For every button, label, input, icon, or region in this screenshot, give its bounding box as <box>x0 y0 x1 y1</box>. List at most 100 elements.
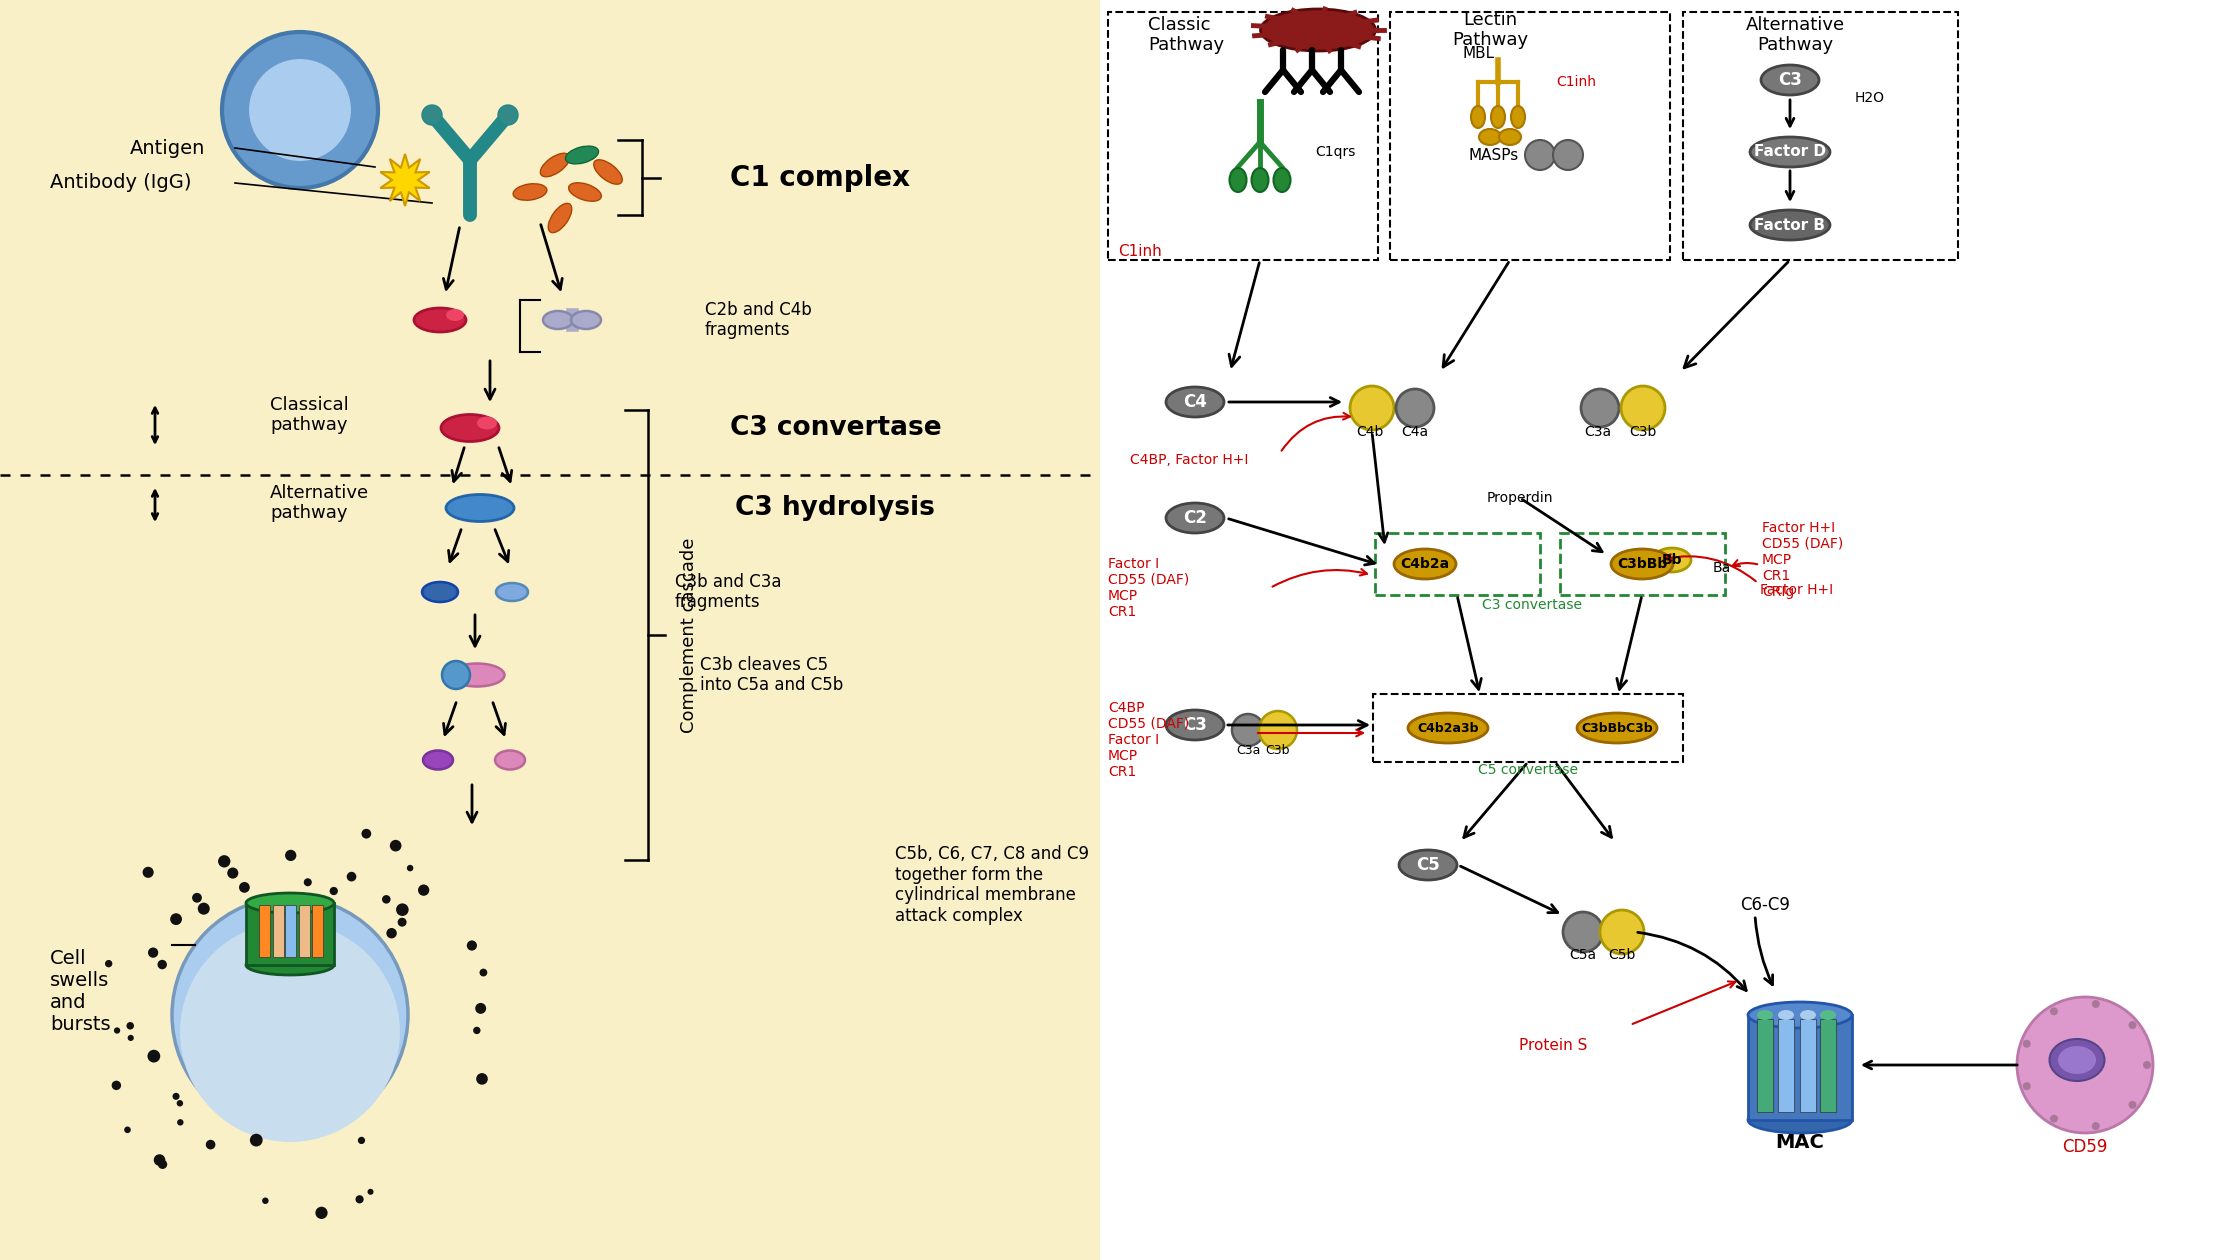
Text: C3a: C3a <box>1584 425 1611 438</box>
Circle shape <box>125 1022 134 1029</box>
Ellipse shape <box>549 203 571 233</box>
Ellipse shape <box>1400 850 1456 879</box>
Circle shape <box>356 1196 363 1203</box>
Ellipse shape <box>441 415 500 441</box>
Text: C5a: C5a <box>1570 948 1597 961</box>
Text: Antigen: Antigen <box>130 139 206 158</box>
Circle shape <box>475 1003 486 1014</box>
Circle shape <box>2092 1123 2099 1130</box>
Ellipse shape <box>1779 1011 1794 1021</box>
Ellipse shape <box>421 582 457 602</box>
Circle shape <box>2050 1115 2059 1123</box>
Text: Alternative
Pathway: Alternative Pathway <box>1745 15 1844 54</box>
Ellipse shape <box>1167 387 1223 417</box>
Circle shape <box>2092 1000 2099 1008</box>
Ellipse shape <box>246 893 334 913</box>
Ellipse shape <box>1252 168 1268 192</box>
Ellipse shape <box>1499 129 1521 145</box>
Bar <box>1747 1016 1852 1120</box>
Ellipse shape <box>450 664 504 687</box>
Circle shape <box>385 927 396 939</box>
Text: C4b2a3b: C4b2a3b <box>1418 722 1478 735</box>
Text: C3b: C3b <box>1628 425 1658 438</box>
Text: Cell
swells
and
bursts: Cell swells and bursts <box>49 950 110 1034</box>
Circle shape <box>421 105 441 125</box>
Ellipse shape <box>1167 503 1223 533</box>
Circle shape <box>479 969 488 977</box>
Ellipse shape <box>2059 1046 2097 1074</box>
Circle shape <box>222 32 379 188</box>
Circle shape <box>148 1050 161 1062</box>
Text: C3bBb: C3bBb <box>1617 557 1667 571</box>
Text: C1inh: C1inh <box>1557 76 1595 89</box>
Circle shape <box>226 867 237 878</box>
Text: C5: C5 <box>1416 856 1440 874</box>
Text: C6-C9: C6-C9 <box>1740 896 1790 913</box>
Circle shape <box>197 902 211 915</box>
Circle shape <box>172 897 408 1133</box>
Ellipse shape <box>540 154 569 176</box>
Circle shape <box>1396 389 1434 427</box>
Bar <box>311 905 323 958</box>
Text: C3a: C3a <box>1236 743 1261 756</box>
Ellipse shape <box>1393 549 1456 580</box>
Text: H2O: H2O <box>1855 91 1886 105</box>
Circle shape <box>1351 386 1393 430</box>
Circle shape <box>177 1100 184 1106</box>
Bar <box>0 0 1100 1260</box>
Ellipse shape <box>446 494 513 522</box>
Text: C2: C2 <box>1183 509 1207 527</box>
Circle shape <box>408 864 414 872</box>
Circle shape <box>112 1081 121 1090</box>
Circle shape <box>143 867 155 878</box>
Circle shape <box>497 105 517 125</box>
Ellipse shape <box>1492 106 1505 129</box>
Circle shape <box>157 960 168 969</box>
Bar <box>1801 1019 1817 1113</box>
Circle shape <box>2023 1040 2032 1048</box>
Text: Properdin: Properdin <box>1487 491 1552 505</box>
Ellipse shape <box>477 417 497 430</box>
Circle shape <box>305 878 311 886</box>
Text: C5b, C6, C7, C8 and C9
together form the
cylindrical membrane
attack complex: C5b, C6, C7, C8 and C9 together form the… <box>896 844 1089 925</box>
Text: CD59: CD59 <box>2063 1138 2108 1155</box>
Circle shape <box>2144 1061 2150 1068</box>
Text: Alternative
pathway: Alternative pathway <box>271 484 370 523</box>
Circle shape <box>466 940 477 950</box>
Circle shape <box>1564 912 1604 953</box>
Circle shape <box>1552 140 1584 170</box>
Bar <box>1819 1019 1837 1113</box>
Text: Classical
pathway: Classical pathway <box>271 396 349 435</box>
Text: C4BP
CD55 (DAF)
Factor I
MCP
CR1: C4BP CD55 (DAF) Factor I MCP CR1 <box>1109 701 1189 780</box>
Text: Factor H+I: Factor H+I <box>1761 583 1832 597</box>
Bar <box>298 905 309 958</box>
Ellipse shape <box>564 146 598 164</box>
Circle shape <box>2016 997 2153 1133</box>
Circle shape <box>170 914 181 925</box>
Ellipse shape <box>569 183 600 202</box>
Circle shape <box>2050 1007 2059 1016</box>
Text: C1 complex: C1 complex <box>730 164 909 192</box>
Circle shape <box>251 1134 262 1147</box>
Text: C3 convertase: C3 convertase <box>1483 598 1581 612</box>
Ellipse shape <box>594 160 623 184</box>
Text: Classic
Pathway: Classic Pathway <box>1147 15 1223 54</box>
Circle shape <box>128 1034 134 1041</box>
Text: Factor I
CD55 (DAF)
MCP
CR1: Factor I CD55 (DAF) MCP CR1 <box>1109 557 1189 620</box>
Bar <box>284 905 296 958</box>
Circle shape <box>358 1137 365 1144</box>
Text: C3 hydrolysis: C3 hydrolysis <box>735 495 934 520</box>
Circle shape <box>172 1092 179 1100</box>
Circle shape <box>1622 386 1664 430</box>
Text: C4: C4 <box>1183 393 1207 411</box>
Circle shape <box>399 917 408 926</box>
Ellipse shape <box>1611 549 1673 580</box>
Bar <box>246 903 334 965</box>
Ellipse shape <box>1167 709 1223 740</box>
Circle shape <box>105 960 112 968</box>
Text: C3b cleaves C5
into C5a and C5b: C3b cleaves C5 into C5a and C5b <box>699 655 842 694</box>
Circle shape <box>441 662 470 689</box>
Ellipse shape <box>1261 9 1375 50</box>
Ellipse shape <box>495 751 524 770</box>
Circle shape <box>284 849 296 861</box>
